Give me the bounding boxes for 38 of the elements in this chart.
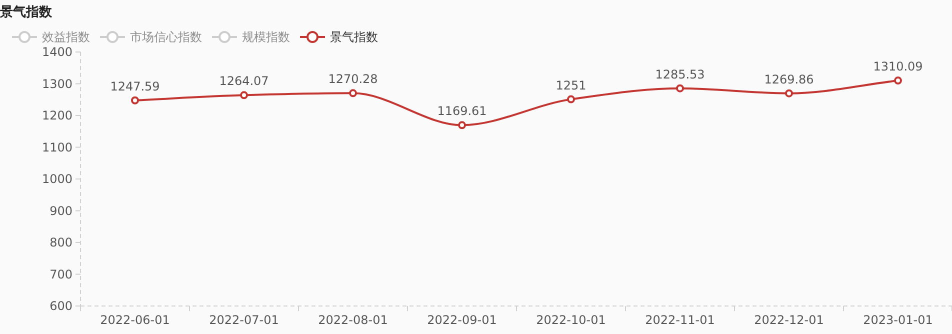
x-tick-label: 2022-12-01 — [754, 313, 824, 327]
y-tick-label: 1100 — [42, 140, 72, 154]
x-tick-label: 2022-07-01 — [209, 313, 279, 327]
y-tick-label: 700 — [50, 267, 72, 282]
x-tick-label: 2022-09-01 — [427, 313, 497, 327]
chart-title: 景气指数 — [0, 5, 53, 20]
point — [131, 96, 139, 104]
y-tick-label: 1300 — [42, 76, 72, 91]
y-tick-label: 600 — [50, 299, 72, 313]
data-label: 1270.28 — [328, 72, 378, 86]
x-tick-label: 2022-06-01 — [100, 313, 170, 327]
y-tick-label: 1400 — [42, 45, 72, 59]
data-label: 1285.53 — [655, 67, 705, 82]
legend-label: 规模指数 — [242, 30, 290, 44]
point — [676, 84, 684, 92]
data-label: 1269.86 — [764, 72, 814, 86]
point — [349, 89, 357, 98]
data-label: 1169.61 — [437, 104, 487, 118]
x-tick-label: 2022-08-01 — [318, 313, 388, 327]
legend-label: 效益指数 — [42, 30, 90, 44]
x-tick-label: 2022-11-01 — [645, 313, 715, 327]
data-label: 1251 — [556, 78, 586, 92]
point — [240, 91, 248, 100]
legend-label: 市场信心指数 — [130, 30, 202, 44]
data-label: 1310.09 — [873, 60, 923, 74]
x-tick-label: 2023-01-01 — [863, 313, 933, 327]
point — [894, 76, 902, 85]
y-tick-label: 900 — [50, 204, 72, 218]
point — [567, 95, 575, 104]
legend-label: 景气指数 — [330, 30, 378, 44]
y-tick-label: 1200 — [42, 108, 72, 122]
y-tick-label: 800 — [50, 236, 72, 250]
y-tick-label: 1000 — [42, 172, 72, 186]
data-label: 1247.59 — [110, 79, 160, 94]
point — [458, 121, 466, 130]
point — [785, 89, 793, 98]
x-tick-label: 2022-10-01 — [536, 313, 606, 327]
data-label: 1264.07 — [219, 74, 269, 88]
